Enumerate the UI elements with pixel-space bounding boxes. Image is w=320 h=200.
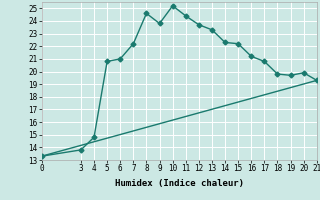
X-axis label: Humidex (Indice chaleur): Humidex (Indice chaleur)	[115, 179, 244, 188]
